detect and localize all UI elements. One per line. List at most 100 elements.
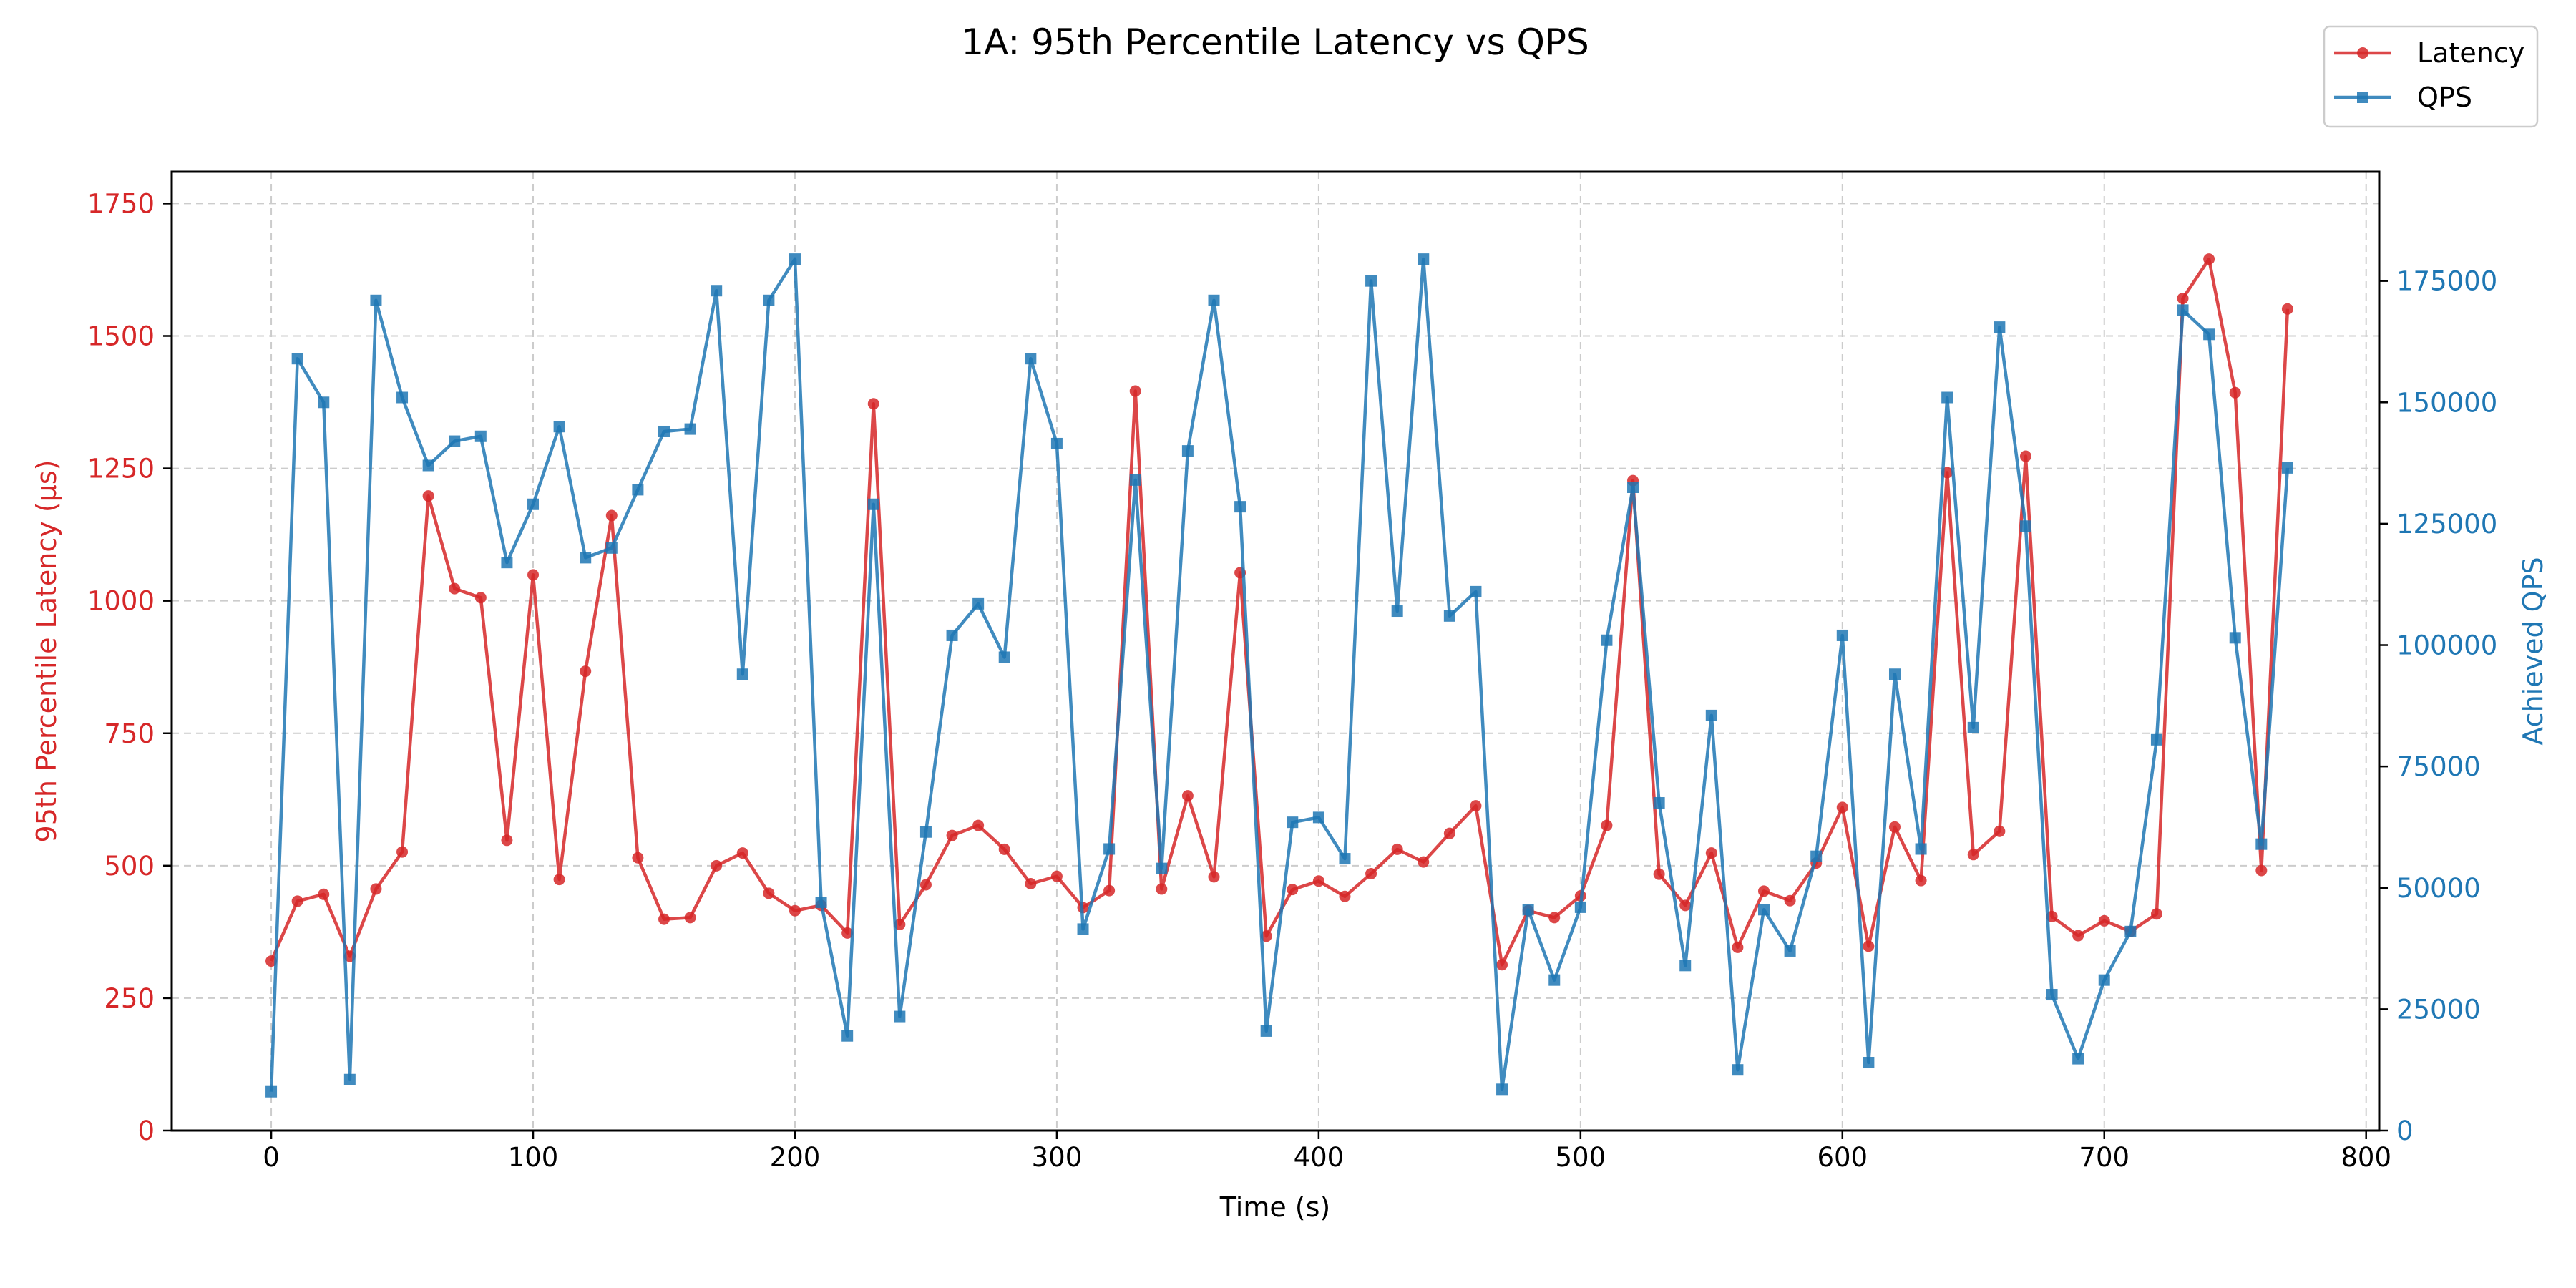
- y-left-tick-label: 750: [104, 718, 155, 749]
- data-point-latency: [1156, 883, 1168, 895]
- data-point-qps: [1732, 1064, 1744, 1076]
- y-right-tick-label: 100000: [2396, 630, 2497, 661]
- data-point-qps: [2203, 328, 2215, 341]
- data-point-qps: [1312, 811, 1324, 824]
- series-line-latency: [270, 257, 2290, 967]
- data-point-qps: [1915, 843, 1927, 855]
- y-right-tick-label: 25000: [2396, 994, 2481, 1025]
- data-point-qps: [841, 1030, 854, 1042]
- data-point-qps: [1496, 1083, 1508, 1096]
- data-point-latency: [632, 852, 644, 864]
- data-point-qps: [684, 423, 696, 435]
- data-point-latency: [2098, 914, 2110, 927]
- data-point-latency: [1496, 959, 1508, 971]
- data-point-latency: [2255, 864, 2268, 877]
- y-left-tick-label: 500: [104, 851, 155, 882]
- data-point-latency: [1365, 867, 1377, 879]
- data-point-qps: [1758, 904, 1770, 916]
- data-point-qps: [946, 629, 958, 641]
- data-point-qps: [422, 459, 434, 472]
- y-right-tick-label: 75000: [2396, 751, 2481, 782]
- data-point-qps: [1653, 797, 1665, 809]
- data-point-qps: [474, 430, 487, 442]
- y-right-axis-label: Achieved QPS: [2517, 557, 2549, 745]
- data-point-qps: [2072, 1053, 2084, 1065]
- y-left-tick-label: 1250: [87, 454, 155, 484]
- data-point-latency: [1287, 884, 1299, 896]
- data-point-qps: [1863, 1057, 1875, 1069]
- data-point-latency: [1758, 885, 1770, 897]
- data-point-latency: [1260, 930, 1272, 942]
- data-point-qps: [1470, 585, 1482, 597]
- data-point-latency: [1836, 801, 1848, 814]
- data-point-latency: [2229, 386, 2241, 399]
- data-point-latency: [474, 592, 487, 604]
- y-right-tick-label: 0: [2396, 1116, 2414, 1146]
- y-left-tick-label: 1500: [87, 321, 155, 352]
- data-point-latency: [894, 919, 906, 931]
- data-point-latency: [553, 874, 565, 886]
- data-point-qps: [1103, 843, 1116, 855]
- data-point-qps: [658, 425, 670, 437]
- data-point-qps: [605, 542, 618, 554]
- data-point-qps: [449, 435, 461, 447]
- data-point-latency: [1443, 827, 1455, 839]
- data-point-latency: [1863, 940, 1875, 952]
- plot-frame: [170, 170, 2381, 1132]
- data-point-qps: [1391, 605, 1403, 618]
- data-point-latency: [946, 829, 958, 841]
- data-point-latency: [449, 582, 461, 595]
- data-point-qps: [815, 897, 827, 909]
- data-point-qps: [789, 253, 801, 265]
- data-point-latency: [684, 912, 696, 924]
- data-point-latency: [1915, 874, 1927, 887]
- x-tick-label: 800: [2341, 1142, 2391, 1173]
- data-point-qps: [763, 294, 775, 306]
- data-point-qps: [1339, 853, 1351, 865]
- y-right-tick-label: 175000: [2396, 266, 2497, 297]
- data-point-latency: [2019, 450, 2031, 462]
- data-point-qps: [553, 421, 565, 433]
- data-point-qps: [527, 498, 540, 510]
- data-point-qps: [2150, 733, 2162, 746]
- data-point-latency: [711, 859, 723, 872]
- data-point-latency: [2203, 253, 2215, 265]
- legend-marker-qps: [2357, 92, 2368, 103]
- series-layer: [265, 253, 2293, 1098]
- chart-title: 1A: 95th Percentile Latency vs QPS: [961, 21, 1589, 63]
- x-tick-label: 700: [2079, 1142, 2129, 1173]
- data-point-qps: [1679, 960, 1692, 972]
- data-point-qps: [1418, 253, 1430, 265]
- data-point-qps: [580, 552, 592, 564]
- data-point-qps: [318, 396, 330, 409]
- data-point-latency: [1601, 819, 1613, 831]
- legend-label-qps: QPS: [2417, 82, 2472, 113]
- data-point-qps: [711, 285, 723, 297]
- data-point-qps: [1156, 862, 1168, 874]
- data-point-latency: [501, 834, 513, 847]
- y-right-tick-label: 150000: [2396, 387, 2497, 418]
- data-point-qps: [265, 1085, 278, 1098]
- data-point-latency: [972, 819, 985, 831]
- data-point-qps: [1077, 923, 1089, 935]
- data-point-qps: [894, 1010, 906, 1023]
- data-point-qps: [2124, 925, 2137, 937]
- y-left-axis-label: 95th Percentile Latency (µs): [31, 460, 62, 843]
- data-point-latency: [265, 955, 278, 967]
- x-tick-label: 0: [263, 1142, 280, 1173]
- data-point-qps: [1234, 501, 1246, 513]
- y-left-tick-label: 0: [137, 1116, 155, 1146]
- data-point-latency: [291, 895, 303, 907]
- data-point-qps: [1994, 321, 2006, 333]
- data-point-qps: [1627, 482, 1639, 494]
- data-point-latency: [1679, 899, 1692, 912]
- data-point-qps: [1888, 668, 1901, 680]
- data-point-latency: [1391, 843, 1403, 855]
- data-point-qps: [1574, 901, 1586, 913]
- data-point-qps: [736, 668, 748, 680]
- data-point-latency: [370, 883, 382, 895]
- data-point-qps: [1287, 816, 1299, 829]
- y-left-tick-label: 1750: [87, 188, 155, 219]
- data-point-qps: [1548, 974, 1561, 986]
